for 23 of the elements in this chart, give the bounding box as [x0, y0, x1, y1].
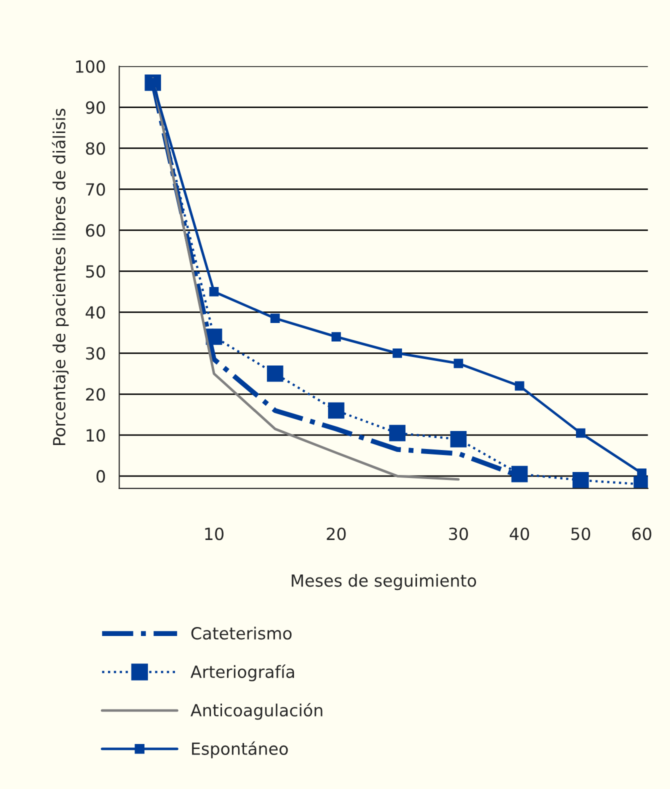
- x-tick-label: 60: [632, 528, 652, 540]
- x-tick-label: 50: [571, 528, 590, 540]
- y-tick-label: 20: [86, 388, 105, 401]
- y-tick-label: 50: [86, 265, 105, 278]
- legend-label: Anticoagulación: [190, 702, 322, 720]
- x-tick-label: 10: [205, 528, 224, 540]
- y-tick-label: 40: [86, 306, 105, 319]
- x-axis-title: Meses de seguimiento: [292, 574, 476, 590]
- legend-label: Espontáneo: [192, 741, 288, 758]
- y-tick-label: 70: [86, 183, 105, 196]
- y-tick-label: 10: [86, 429, 105, 442]
- y-axis-title: Porcentaje de pacientes libres de diálisis: [52, 108, 69, 446]
- y-tick-label: 30: [86, 347, 105, 360]
- y-tick-label: 100: [76, 60, 105, 73]
- x-tick-label: 20: [326, 528, 346, 540]
- x-tick-label: 30: [449, 528, 468, 540]
- legend-label: Arteriografía: [190, 664, 294, 682]
- y-tick-label: 60: [86, 224, 105, 237]
- y-tick-label: 90: [86, 101, 105, 114]
- legend-label: Cateterismo: [191, 626, 292, 640]
- y-tick-label: 0: [96, 470, 105, 483]
- x-tick-label: 40: [510, 528, 530, 540]
- y-tick-label: 80: [86, 142, 105, 155]
